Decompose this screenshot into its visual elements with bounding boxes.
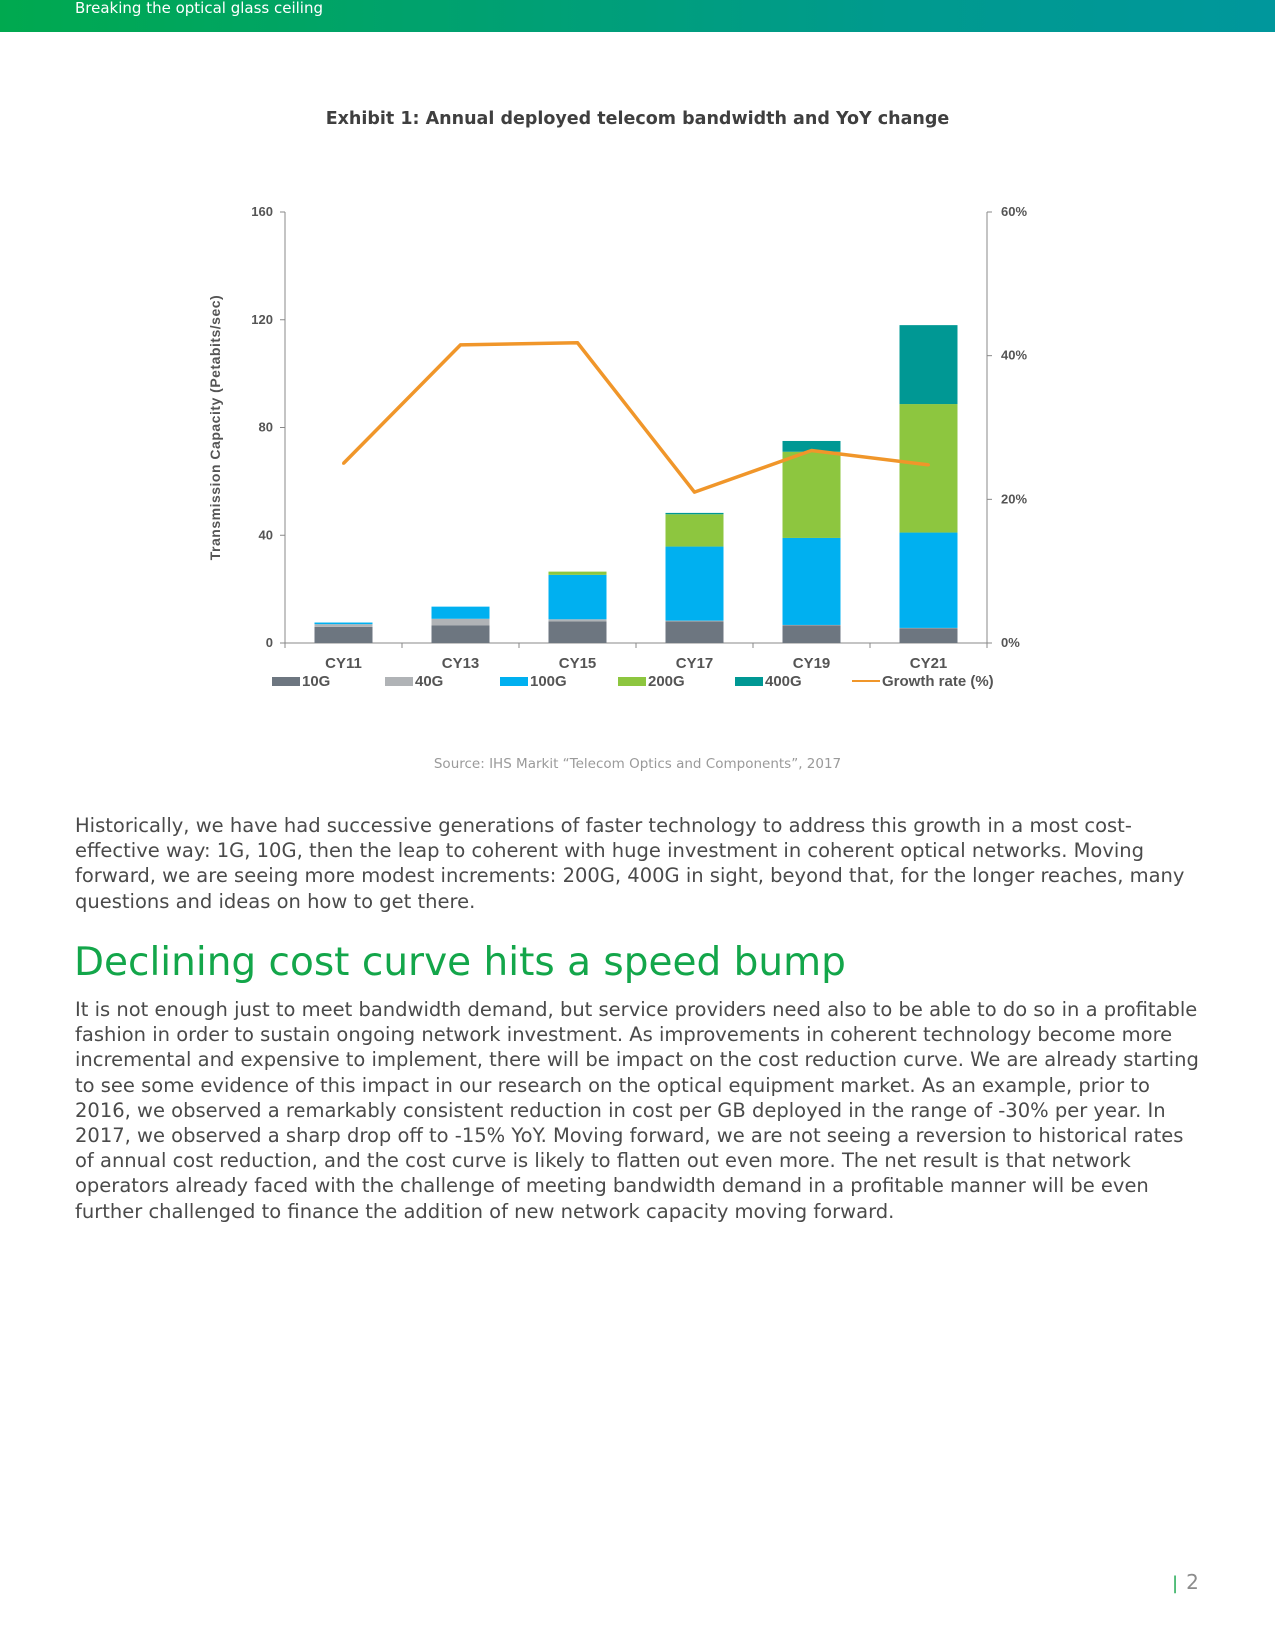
legend-label-40g: 40G (415, 673, 443, 690)
y2-tick-label: 40% (1001, 348, 1027, 363)
page-number: | 2 (1172, 1570, 1199, 1594)
y-tick-label: 40 (259, 527, 273, 542)
legend-label-400g: 400G (765, 673, 802, 690)
x-tick-label: CY19 (793, 655, 831, 672)
header-bar: Breaking the optical glass ceiling (0, 0, 1275, 32)
legend-label-200g: 200G (648, 673, 685, 690)
x-tick-label: CY15 (559, 655, 597, 672)
x-tick-label: CY21 (910, 655, 948, 672)
y2-tick-label: 60% (1001, 204, 1027, 219)
bar-40g-cy11 (314, 624, 373, 627)
body-paragraph: It is not enough just to meet bandwidth … (75, 998, 1199, 1223)
exhibit-title: Exhibit 1: Annual deployed telecom bandw… (325, 109, 950, 129)
y-tick-label: 120 (251, 312, 273, 327)
bar-400g-cy17 (665, 512, 724, 515)
bandwidth-chart: 0 40 80 120 160 0% 20% 40% 60% CY11 CY13 CY15 CY17 CY… (207, 204, 1027, 690)
bar-400g-cy19 (782, 440, 841, 452)
chart-axes (280, 211, 992, 648)
bar-200g-cy17 (665, 514, 724, 547)
chart-bars (314, 325, 958, 643)
legend-swatch-40g (385, 677, 413, 686)
section-heading: Declining cost curve hits a speed bump (74, 940, 846, 985)
y-axis-title: Transmission Capacity (Petabits/sec) (207, 295, 223, 560)
legend-swatch-400g (735, 677, 763, 686)
growth-point-cy17 (693, 490, 696, 494)
growth-point-cy19 (810, 448, 813, 452)
bar-10g-cy17 (665, 621, 724, 643)
bar-10g-cy11 (314, 626, 373, 643)
bar-200g-cy19 (782, 451, 841, 538)
chart-labels: 0 40 80 120 160 0% 20% 40% 60% CY11 CY13 CY15 CY17 CY… (207, 204, 1027, 672)
growth-rate-line (342, 340, 929, 494)
growth-point-cy11 (342, 461, 345, 465)
x-tick-label: CY13 (442, 655, 480, 672)
legend-label-10g: 10G (302, 673, 330, 690)
exhibit-source: Source: IHS Markit “Telecom Optics and C… (433, 756, 842, 772)
bar-100g-cy13 (431, 606, 490, 619)
bar-40g-cy19 (782, 624, 841, 626)
y-tick-label: 80 (259, 420, 273, 435)
bar-10g-cy15 (548, 621, 607, 643)
bar-100g-cy21 (899, 532, 958, 628)
bar-100g-cy19 (782, 537, 841, 625)
header-title: Breaking the optical glass ceiling (75, 0, 323, 17)
y2-tick-label: 0% (1001, 635, 1020, 650)
bar-40g-cy13 (431, 618, 490, 626)
bar-10g-cy21 (899, 628, 958, 643)
y-tick-label: 0 (266, 635, 273, 650)
bar-400g-cy21 (899, 325, 958, 405)
growth-point-cy21 (927, 463, 930, 467)
legend-label-growth: Growth rate (%) (882, 673, 994, 690)
growth-point-cy13 (459, 343, 462, 347)
bar-200g-cy21 (899, 404, 958, 533)
y2-tick-label: 20% (1001, 491, 1027, 506)
bar-200g-cy15 (548, 571, 607, 575)
bar-10g-cy19 (782, 625, 841, 643)
x-tick-label: CY11 (325, 655, 362, 672)
growth-point-cy15 (576, 341, 579, 345)
bar-100g-cy17 (665, 546, 724, 621)
legend-swatch-100g (500, 677, 528, 686)
bar-40g-cy15 (548, 619, 607, 622)
bar-10g-cy13 (431, 625, 490, 643)
chart-growth-line (342, 340, 930, 494)
legend-swatch-200g (618, 677, 646, 686)
page-separator: | (1172, 1573, 1179, 1594)
chart-legend: 10G 40G 100G 200G 400G Growth rate (%) (272, 673, 994, 690)
intro-paragraph: Historically, we have had successive gen… (75, 814, 1185, 913)
legend-label-100g: 100G (530, 673, 567, 690)
y-tick-label: 160 (251, 204, 273, 219)
bar-100g-cy11 (314, 622, 373, 625)
bar-40g-cy17 (665, 620, 724, 622)
page-number-value: 2 (1186, 1570, 1199, 1594)
bar-40g-cy21 (899, 627, 958, 629)
x-tick-label: CY17 (676, 655, 714, 672)
legend-swatch-10g (272, 677, 300, 686)
bar-100g-cy15 (548, 574, 607, 620)
